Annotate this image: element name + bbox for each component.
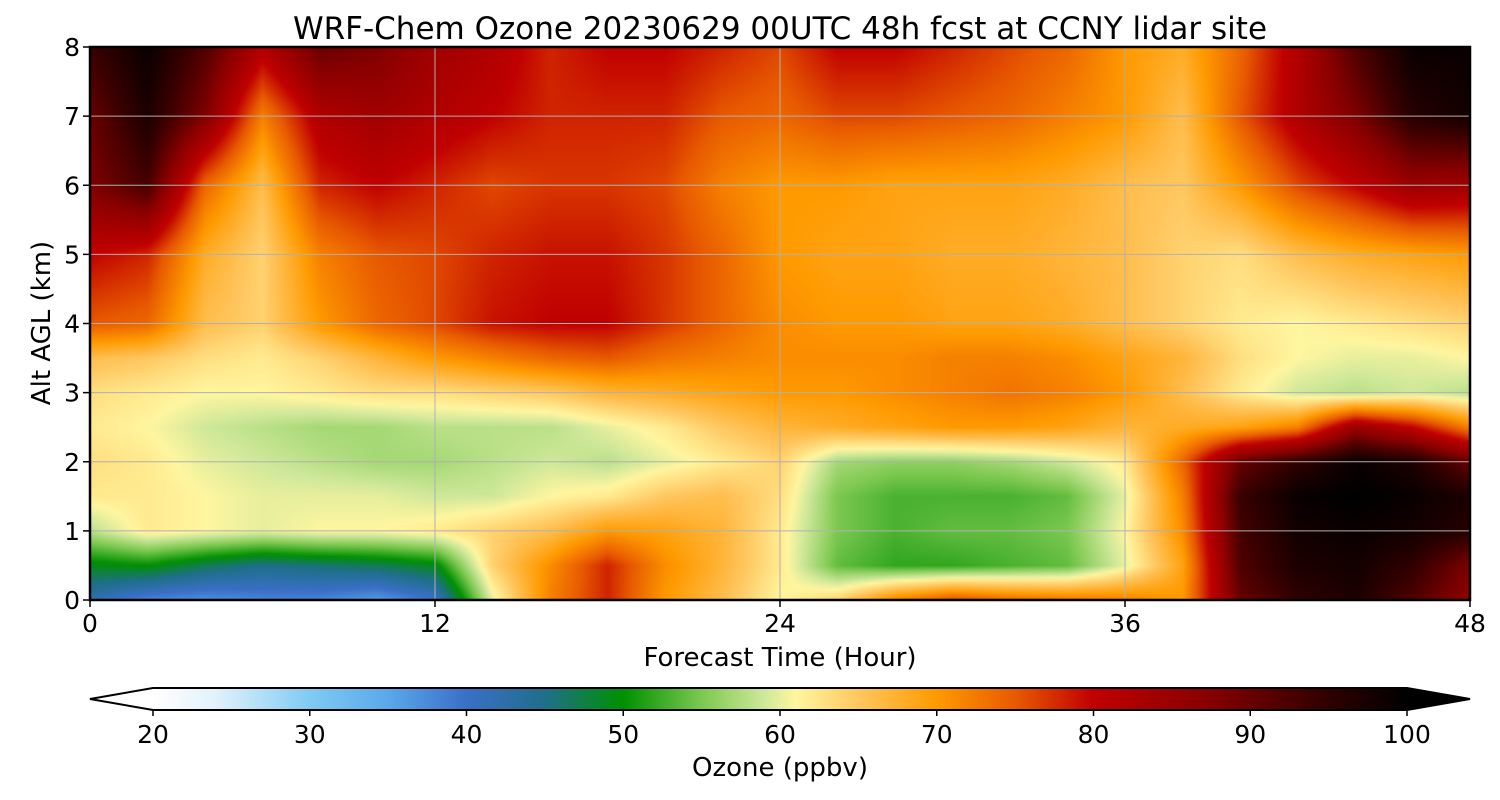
x-tick-label: 24 [764,609,796,638]
x-tick-label: 48 [1454,609,1486,638]
colorbar-extend-low [90,688,153,710]
y-tick-label: 1 [64,517,80,546]
y-axis-ticks: 0 1 2 3 4 5 6 7 8 [64,33,90,615]
chart-title: WRF-Chem Ozone 20230629 00UTC 48h fcst a… [293,11,1267,47]
y-tick-label: 8 [64,33,80,62]
colorbar-tick-label: 70 [921,720,953,749]
y-tick-label: 6 [64,171,80,200]
colorbar: 20 30 40 50 60 70 80 90 100 Ozone (ppbv) [89,687,1471,783]
colorbar-tick-label: 20 [137,720,169,749]
x-axis-ticks: 0 12 24 36 48 [82,600,1486,638]
colorbar-tick-label: 80 [1078,720,1110,749]
colorbar-tick-label: 60 [764,720,796,749]
colorbar-ticks: 20 30 40 50 60 70 80 90 100 [137,710,1431,749]
y-tick-label: 3 [64,379,80,408]
y-tick-label: 4 [64,310,80,339]
colorbar-gradient [153,688,1407,710]
y-tick-label: 5 [64,240,80,269]
colorbar-tick-label: 40 [451,720,483,749]
colorbar-tick-label: 100 [1383,720,1431,749]
x-tick-label: 36 [1109,609,1141,638]
colorbar-tick-label: 50 [607,720,639,749]
colorbar-tick-label: 90 [1234,720,1266,749]
colorbar-tick-label: 30 [294,720,326,749]
colorbar-extend-high [1407,688,1470,710]
colorbar-label: Ozone (ppbv) [692,753,868,783]
x-tick-label: 12 [419,609,451,638]
x-tick-label: 0 [82,609,98,638]
y-tick-label: 7 [64,102,80,131]
y-tick-label: 2 [64,448,80,477]
y-axis-label: Alt AGL (km) [27,241,57,405]
x-axis-label: Forecast Time (Hour) [643,643,916,673]
y-tick-label: 0 [64,586,80,615]
